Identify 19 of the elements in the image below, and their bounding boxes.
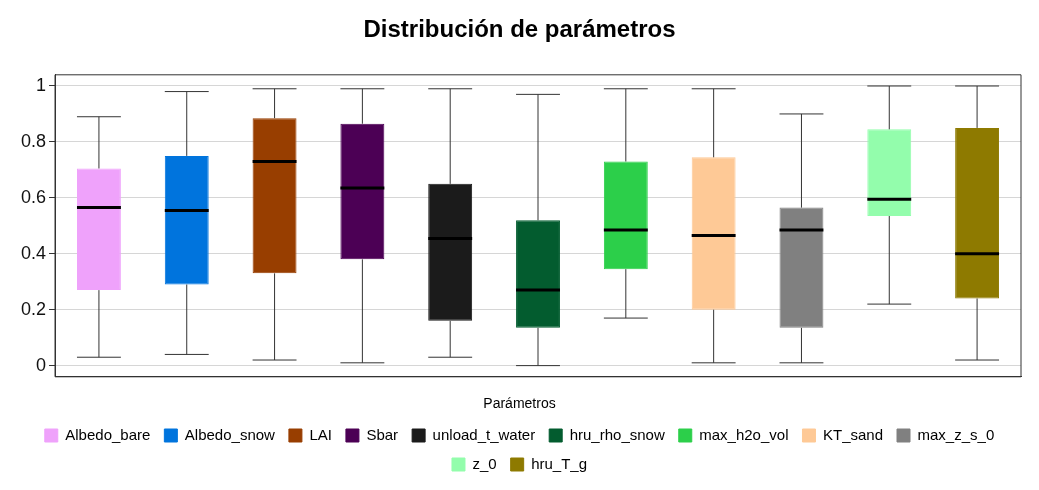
legend-label: max_z_s_0 — [917, 425, 995, 443]
legend-label: hru_T_g — [531, 454, 588, 472]
legend-title: Parámetros — [483, 395, 556, 412]
legend-label: max_h2o_vol — [699, 425, 789, 443]
legend-label: z_0 — [472, 454, 497, 472]
y-tick-label: 0.2 — [20, 298, 47, 319]
y-tick-label: 0.6 — [20, 186, 47, 207]
y-tick-label: 0.4 — [20, 242, 47, 263]
legend-label: hru_rho_snow — [569, 425, 665, 443]
legend-label: Albedo_snow — [184, 425, 276, 443]
legend-label: KT_sand — [822, 425, 884, 443]
chart-title: Distribución de parámetros — [363, 15, 676, 43]
y-tick-label: 0 — [36, 354, 47, 375]
y-tick-label: 0.8 — [20, 130, 47, 151]
y-tick-label: 1 — [36, 74, 47, 95]
legend-label: LAI — [309, 425, 332, 443]
legend-label: Albedo_bare — [65, 425, 151, 443]
legend-label: Sbar — [366, 425, 399, 443]
legend-label: unload_t_water — [432, 425, 536, 443]
